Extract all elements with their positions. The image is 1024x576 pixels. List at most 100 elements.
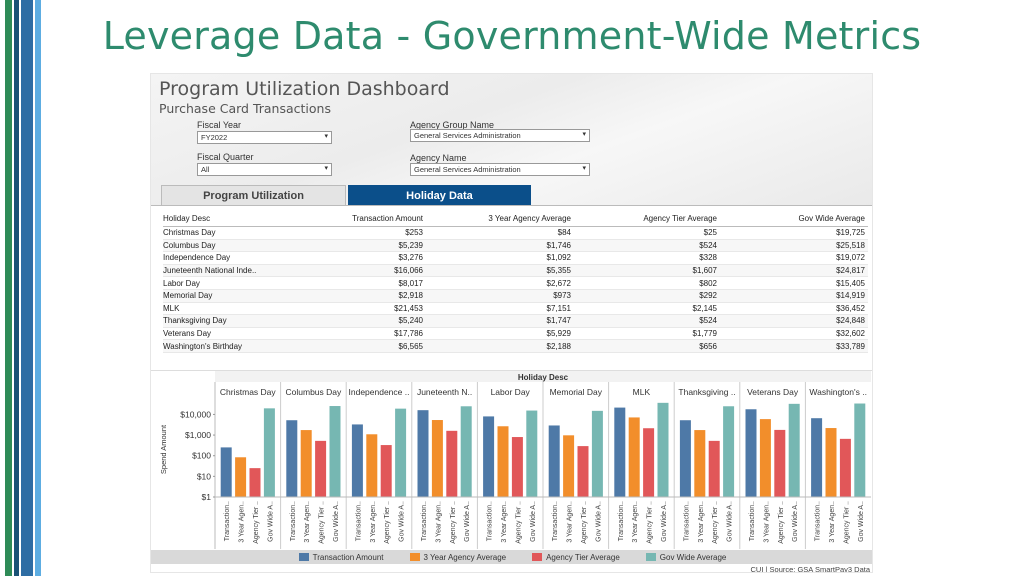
bar-axis-label: Gov Wide A.. bbox=[792, 501, 799, 542]
y-axis-label: Spend Amount bbox=[159, 424, 168, 474]
fiscal-quarter-value: All bbox=[201, 165, 210, 174]
bar-axis-label: 3 Year Agen.. bbox=[632, 501, 639, 543]
bar bbox=[548, 425, 560, 497]
decorative-stripe-lightblue bbox=[35, 0, 41, 576]
legend-item[interactable]: Transaction Amount bbox=[298, 553, 384, 562]
category-label: MLK bbox=[633, 387, 651, 397]
tab-holiday-data[interactable]: Holiday Data bbox=[348, 185, 531, 206]
dashboard-title: Program Utilization Dashboard bbox=[159, 78, 450, 100]
table-cell: $19,072 bbox=[836, 253, 865, 263]
category-label: Labor Day bbox=[491, 387, 531, 397]
dashboard-panel: Program Utilization Dashboard Purchase C… bbox=[150, 73, 873, 573]
bar bbox=[745, 409, 757, 497]
table-cell: $973 bbox=[553, 291, 571, 301]
legend-swatch bbox=[532, 553, 543, 561]
bar-axis-label: Gov Wide A.. bbox=[661, 501, 668, 542]
bar bbox=[591, 410, 603, 497]
legend-item[interactable]: Gov Wide Average bbox=[645, 552, 727, 562]
bar bbox=[839, 438, 851, 497]
table-cell: $5,355 bbox=[546, 266, 571, 276]
table-cell: Columbus Day bbox=[163, 240, 216, 250]
bar bbox=[395, 408, 407, 497]
legend-item[interactable]: 3 Year Agency Average bbox=[409, 553, 506, 562]
chevron-down-icon: ▾ bbox=[582, 131, 586, 138]
slide-title: Leverage Data - Government-Wide Metrics bbox=[102, 14, 922, 58]
bar bbox=[497, 426, 509, 497]
bar bbox=[643, 428, 655, 497]
chevron-down-icon: ▾ bbox=[582, 165, 586, 172]
bar bbox=[329, 406, 341, 497]
column-header[interactable]: 3 Year Agency Average bbox=[488, 213, 571, 223]
legend-swatch bbox=[298, 553, 309, 561]
table-cell: MLK bbox=[163, 303, 180, 313]
agency-name-label: Agency Name bbox=[410, 153, 467, 163]
agency-group-label: Agency Group Name bbox=[410, 120, 495, 130]
bar bbox=[460, 406, 472, 497]
bar bbox=[526, 410, 538, 497]
bar bbox=[431, 420, 443, 497]
y-tick-label: $1 bbox=[202, 492, 212, 502]
bar-axis-label: 3 Year Agen.. bbox=[501, 501, 508, 543]
bar-axis-label: Agency Tier .. bbox=[319, 501, 326, 544]
table-cell: $84 bbox=[557, 228, 571, 238]
bar-axis-label: Agency Tier .. bbox=[647, 501, 654, 544]
bar bbox=[825, 428, 837, 497]
table-cell: $17,786 bbox=[394, 329, 423, 339]
column-header[interactable]: Transaction Amount bbox=[352, 213, 423, 223]
table-cell: $1,092 bbox=[546, 253, 571, 263]
bar bbox=[380, 445, 392, 497]
agency-group-value: General Services Administration bbox=[414, 131, 521, 140]
table-cell: $5,929 bbox=[546, 329, 571, 339]
decorative-stripe-blue bbox=[21, 0, 33, 576]
table-cell: $33,789 bbox=[836, 341, 865, 351]
agency-name-select[interactable]: General Services Administration ▾ bbox=[410, 163, 590, 176]
table-cell: $25,518 bbox=[836, 240, 865, 250]
agency-group-select[interactable]: General Services Administration ▾ bbox=[410, 129, 590, 142]
column-header[interactable]: Gov Wide Average bbox=[798, 213, 865, 223]
table-row: Juneteenth National Inde.. $16,066 $5,355 $… bbox=[163, 264, 868, 278]
table-row: Christmas Day $253 $84 $25 $19,725 bbox=[163, 227, 868, 240]
bar bbox=[366, 434, 378, 497]
bar bbox=[351, 424, 363, 497]
tab-program-utilization[interactable]: Program Utilization bbox=[161, 185, 346, 206]
table-cell: $16,066 bbox=[394, 266, 423, 276]
column-header[interactable]: Holiday Desc bbox=[163, 213, 211, 223]
table-cell: $1,779 bbox=[692, 329, 717, 339]
bar bbox=[483, 416, 495, 497]
table-cell: Veterans Day bbox=[163, 329, 212, 339]
table-cell: $15,405 bbox=[836, 278, 865, 288]
table-cell: $292 bbox=[699, 291, 717, 301]
table-cell: $524 bbox=[699, 240, 717, 250]
table-cell: $656 bbox=[699, 341, 717, 351]
bar-axis-label: Gov Wide A.. bbox=[464, 501, 471, 542]
bar bbox=[220, 447, 232, 497]
table-cell: Independence Day bbox=[163, 253, 231, 263]
bar-axis-label: 3 Year Agen.. bbox=[567, 501, 574, 543]
fiscal-quarter-select[interactable]: All ▾ bbox=[197, 163, 332, 176]
column-header[interactable]: Agency Tier Average bbox=[643, 213, 717, 223]
bar-axis-label: 3 Year Agen.. bbox=[239, 501, 246, 543]
bar-axis-label: Gov Wide A.. bbox=[399, 501, 406, 542]
table-cell: $7,151 bbox=[546, 303, 571, 313]
fiscal-quarter-label: Fiscal Quarter bbox=[197, 152, 254, 162]
bar bbox=[286, 420, 298, 497]
category-label: Memorial Day bbox=[550, 387, 603, 397]
chart-title-band bbox=[215, 371, 871, 382]
bar bbox=[563, 435, 575, 497]
table-cell: $1,746 bbox=[546, 240, 571, 250]
table-row: Washington's Birthday $6,565 $2,188 $656 $33… bbox=[163, 340, 868, 353]
table-cell: $5,239 bbox=[398, 240, 423, 250]
legend-label: Gov Wide Average bbox=[659, 552, 727, 562]
tab-divider bbox=[151, 205, 872, 206]
bar bbox=[300, 430, 312, 497]
legend-item[interactable]: Agency Tier Average bbox=[532, 553, 620, 562]
agency-name-value: General Services Administration bbox=[414, 165, 521, 174]
table-cell: $5,240 bbox=[398, 316, 423, 326]
table-cell: Juneteenth National Inde.. bbox=[163, 266, 257, 276]
fiscal-year-select[interactable]: FY2022 ▾ bbox=[197, 131, 332, 144]
bar-axis-label: Transaction.. bbox=[355, 501, 362, 541]
table-row: Columbus Day $5,239 $1,746 $524 $25,518 bbox=[163, 239, 868, 253]
legend-swatch bbox=[645, 553, 656, 561]
table-cell: $253 bbox=[405, 228, 423, 238]
table-cell: Memorial Day bbox=[163, 291, 213, 301]
